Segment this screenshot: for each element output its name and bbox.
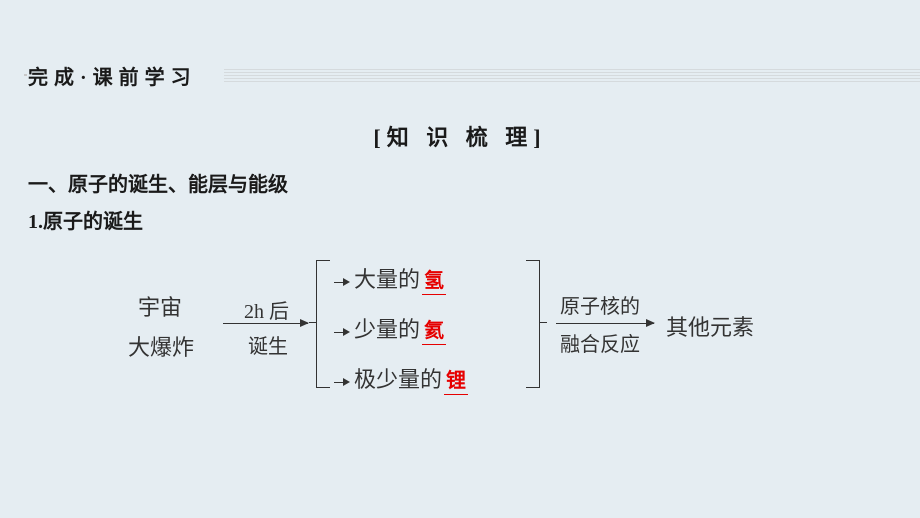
branch-3-pre: 极少量的 [354, 362, 442, 394]
header-label: 完成·课前学习 [0, 61, 197, 90]
branch-2-highlight: 氦 [422, 314, 446, 345]
left-node-bottom: 大爆炸 [128, 330, 194, 362]
header-pattern [224, 68, 920, 82]
right-node: 其他元素 [666, 310, 754, 342]
heading-level-1: 一、原子的诞生、能层与能级 [28, 168, 288, 197]
branch-2-pre: 少量的 [354, 312, 420, 344]
arrow-2 [556, 323, 654, 324]
arrow-mini-icon [334, 277, 350, 287]
arrow-1-label-bot: 诞生 [248, 330, 288, 359]
arrow-1-label-top: 2h 后 [244, 295, 289, 324]
arrow-mini-icon [334, 377, 350, 387]
branch-row-3: 极少量的 锂 [334, 362, 468, 395]
branch-1-highlight: 氢 [422, 264, 446, 295]
heading-level-2: 1.原子的诞生 [28, 205, 143, 234]
section-title: [知 识 梳 理] [0, 120, 920, 152]
branch-1-pre: 大量的 [354, 262, 420, 294]
branch-row-2: 少量的 氦 [334, 312, 446, 345]
left-node-top: 宇宙 [138, 290, 182, 322]
concept-diagram: 宇宙 大爆炸 2h 后 诞生 大量的 氢 少量的 氦 极少量的 锂 原子核的 融… [120, 250, 840, 410]
branch-3-highlight: 锂 [444, 364, 468, 395]
arrow-2-label-top: 原子核的 [560, 290, 640, 319]
bracket-open [316, 260, 330, 388]
arrow-2-label-bot: 融合反应 [560, 328, 640, 357]
bracket-close [526, 260, 540, 388]
branch-row-1: 大量的 氢 [334, 262, 446, 295]
header-band: 完成·课前学习 [0, 60, 920, 90]
arrow-mini-icon [334, 327, 350, 337]
